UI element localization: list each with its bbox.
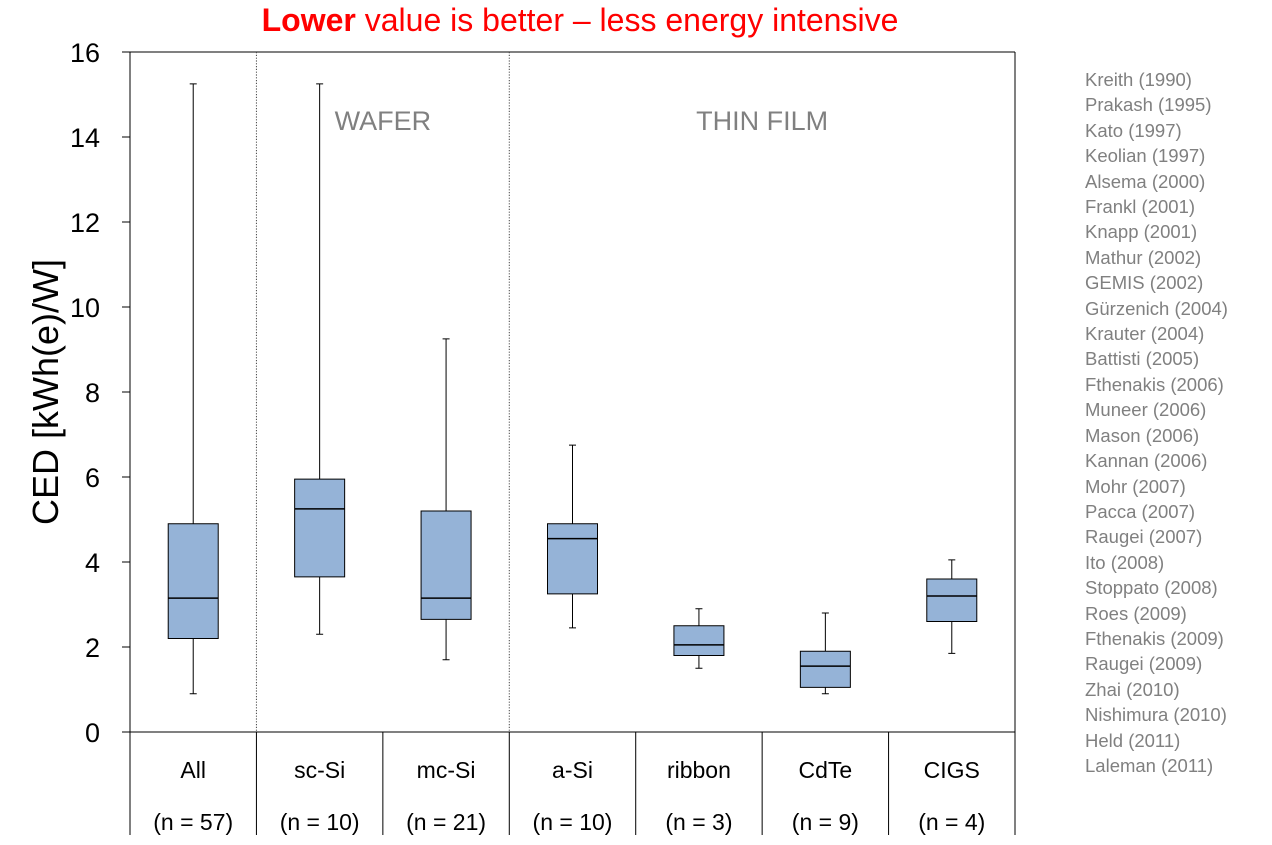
sample-size-label: (n = 10): [280, 809, 360, 835]
reference-item: Alsema (2000): [1085, 170, 1206, 192]
reference-item: Kreith (1990): [1085, 69, 1192, 90]
sample-size-label: (n = 10): [533, 809, 613, 835]
reference-item: Raugei (2009): [1085, 653, 1203, 675]
reference-item: Zhai (2010): [1085, 678, 1180, 700]
reference-item: Stoppato (2008): [1085, 577, 1218, 599]
reference-item: GEMIS (2002): [1085, 272, 1204, 294]
reference-item: Knapp (2001): [1085, 221, 1198, 243]
y-axis-title: CED [kWh(e)/W]: [25, 259, 66, 525]
reference-item: Nishimura (2010): [1085, 704, 1227, 726]
reference-item: Laleman (2011): [1085, 754, 1214, 776]
reference-item: Mohr (2007): [1085, 475, 1186, 497]
sample-size-label: (n = 21): [406, 809, 486, 835]
box-CdTe: [799, 650, 851, 688]
box-sc-Si: [294, 478, 346, 578]
group-label: WAFER: [335, 106, 432, 136]
category-label: a-Si: [552, 757, 593, 783]
reference-item: Mathur (2002): [1085, 246, 1202, 268]
reference-item: Fthenakis (2006): [1085, 373, 1224, 395]
reference-list: Kreith (1990) Prakash (1995) Kato (1997) Ke…: [1085, 67, 1228, 778]
reference-item: Roes (2009): [1085, 602, 1187, 624]
y-tick-label: 12: [70, 208, 100, 238]
y-tick-label: 4: [85, 548, 100, 578]
y-tick-label: 8: [85, 378, 100, 408]
box-a-Si: [547, 523, 598, 595]
title-rest: value is better – less energy intensive: [355, 2, 899, 38]
reference-item: Mason (2006): [1085, 424, 1200, 446]
category-label: ribbon: [667, 757, 731, 783]
sample-size-label: (n = 57): [153, 809, 233, 835]
box-plot-chart: 0 2 4 6 8 10 12 14 16 CED [kWh(e)/W] WAFER THIN FIL…: [25, 38, 1016, 835]
y-tick-label: 2: [85, 633, 100, 663]
box-All: [167, 523, 219, 639]
y-tick-label: 14: [70, 123, 100, 153]
y-tick-label: 10: [70, 293, 100, 323]
reference-item: Muneer (2006): [1085, 399, 1207, 421]
category-label: mc-Si: [417, 757, 476, 783]
reference-item: Kannan (2006): [1085, 450, 1208, 472]
sample-size-label: (n = 3): [665, 809, 732, 835]
reference-item: Held (2011): [1085, 729, 1181, 751]
reference-item: Fthenakis (2009): [1085, 627, 1224, 649]
sample-size-label: (n = 4): [918, 809, 985, 835]
y-tick-label: 0: [85, 718, 100, 748]
reference-item: Prakash (1995): [1085, 94, 1212, 116]
category-label: CdTe: [799, 757, 853, 783]
reference-item: Pacca (2007): [1085, 500, 1196, 522]
category-label: CIGS: [924, 757, 980, 783]
box-CIGS: [926, 578, 978, 622]
reference-item: Krauter (2004): [1085, 323, 1205, 345]
chart-title: Lower value is better – less energy inte…: [0, 0, 1160, 40]
reference-item: Battisti (2005): [1085, 348, 1200, 370]
sample-size-label: (n = 9): [792, 809, 859, 835]
reference-item: Frankl (2001): [1085, 196, 1196, 218]
reference-item: Ito (2008): [1085, 551, 1165, 573]
reference-item: Keolian (1997): [1085, 145, 1206, 167]
group-label: THIN FILM: [696, 106, 828, 136]
reference-item: Kato (1997): [1085, 119, 1182, 141]
category-label: All: [180, 757, 206, 783]
category-label: sc-Si: [294, 757, 345, 783]
y-tick-label: 6: [85, 463, 100, 493]
y-tick-label: 16: [70, 38, 100, 68]
reference-item: Gürzenich (2004): [1085, 297, 1228, 319]
box-mc-Si: [420, 510, 472, 620]
title-highlight: Lower: [261, 2, 356, 38]
box-ribbon: [673, 625, 725, 656]
reference-item: Raugei (2007): [1085, 526, 1203, 548]
